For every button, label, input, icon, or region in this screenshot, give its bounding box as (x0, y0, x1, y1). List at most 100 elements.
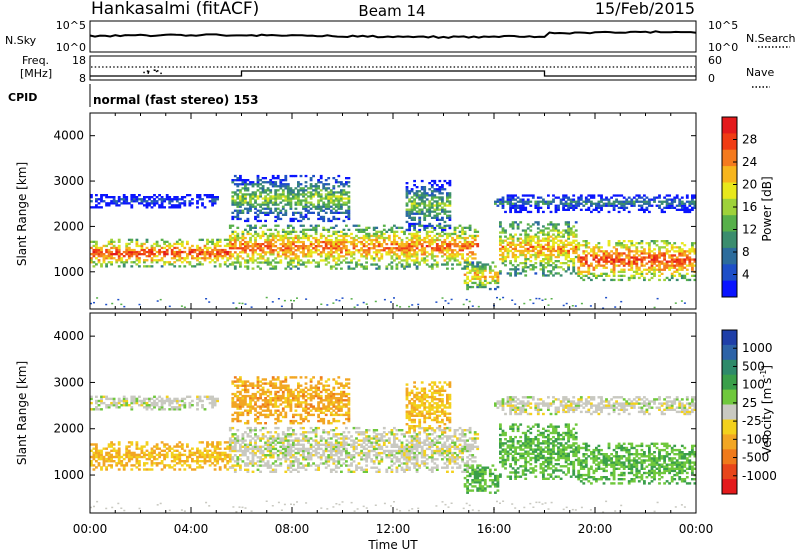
power-cell (519, 204, 523, 207)
power-cell (385, 253, 389, 256)
power-cell (241, 234, 245, 238)
velocity-cell (307, 454, 310, 457)
velocity-cell (309, 454, 313, 457)
power-cell (471, 265, 475, 268)
power-cell (415, 238, 419, 242)
velocity-cell (312, 445, 315, 448)
power-cell (239, 236, 242, 240)
freq-left-label-2: [MHz] (20, 67, 52, 80)
power-cell (145, 265, 149, 268)
noise-right-tick-low: 10^0 (708, 41, 738, 54)
power-cell (617, 278, 621, 282)
power-cell (574, 272, 578, 275)
power-cell (271, 245, 275, 248)
velocity-cell (297, 439, 300, 442)
power-cell (183, 265, 187, 268)
power-cell (549, 255, 553, 259)
velocity-cell (145, 441, 149, 444)
power-cell (123, 305, 126, 308)
power-cell (637, 268, 641, 271)
power-cell (458, 240, 462, 244)
power-cell (393, 243, 396, 246)
power-cell (554, 208, 558, 211)
frequency-point (160, 72, 162, 75)
velocity-cell (254, 462, 257, 465)
velocity-cell (327, 456, 331, 459)
velocity-cell (289, 454, 293, 457)
power-cell (362, 249, 366, 252)
power-cell (478, 277, 482, 280)
power-cell (443, 228, 447, 232)
power-cell (271, 265, 275, 268)
power-cell (307, 251, 310, 254)
velocity-cell (155, 443, 159, 446)
power-cell (572, 264, 576, 267)
power-cell (279, 195, 283, 198)
power-cell (597, 206, 601, 209)
power-cell (347, 217, 351, 221)
power-cell (92, 253, 96, 256)
power-cell (244, 236, 247, 240)
power-cell (471, 261, 475, 264)
power-cell (615, 252, 618, 255)
power-cell (299, 215, 303, 219)
power-cell (564, 202, 568, 205)
velocity-cell (279, 441, 283, 444)
power-cell (622, 240, 626, 243)
power-ytick-2000: 2000 (53, 219, 84, 233)
power-cell (107, 253, 111, 256)
velocity-cell (337, 447, 341, 451)
power-cell (334, 181, 338, 184)
power-cell (289, 224, 293, 227)
power-cell (423, 228, 427, 231)
velocity-cell (319, 435, 323, 438)
power-cell (612, 262, 616, 265)
power-cell (100, 253, 103, 256)
velocity-cell (168, 447, 172, 450)
power-cell (360, 263, 363, 266)
power-cell (259, 255, 262, 258)
power-cell (112, 200, 116, 203)
power-cell (286, 263, 290, 266)
power-cell (514, 198, 517, 201)
power-cell (665, 276, 669, 280)
velocity-cell (160, 441, 164, 444)
power-cell (554, 235, 558, 238)
power-cell (203, 244, 207, 248)
power-cell (617, 270, 621, 273)
power-cell (663, 258, 666, 261)
velocity-cell (284, 456, 288, 459)
power-cell (324, 245, 328, 248)
power-cell (228, 224, 232, 227)
power-cell (648, 278, 651, 282)
velocity-cell (218, 455, 222, 459)
power-cell (511, 243, 515, 246)
power-cell (170, 250, 174, 254)
power-cell (514, 274, 517, 277)
power-cell (286, 232, 290, 236)
power-cell (345, 191, 348, 194)
power-cell (420, 179, 424, 183)
power-cell (400, 265, 404, 268)
velocity-cell (163, 466, 166, 469)
power-cell (446, 196, 449, 199)
power-cell (175, 200, 179, 203)
power-cell (521, 229, 525, 232)
power-cell (423, 194, 427, 197)
velocity-cell (254, 441, 257, 444)
power-cell (435, 202, 439, 205)
power-cell (132, 196, 136, 199)
power-cell (191, 202, 194, 205)
power-cell (145, 206, 149, 209)
power-cell (420, 194, 424, 197)
power-cell (284, 174, 288, 178)
velocity-cell (211, 441, 214, 444)
power-cell (557, 247, 560, 251)
power-cell (549, 260, 553, 263)
power-cell (519, 233, 523, 236)
power-cell (244, 201, 247, 204)
velocity-cell (233, 447, 237, 451)
velocity-cell (175, 449, 179, 452)
power-cell (405, 192, 409, 195)
velocity-cell (309, 464, 313, 467)
